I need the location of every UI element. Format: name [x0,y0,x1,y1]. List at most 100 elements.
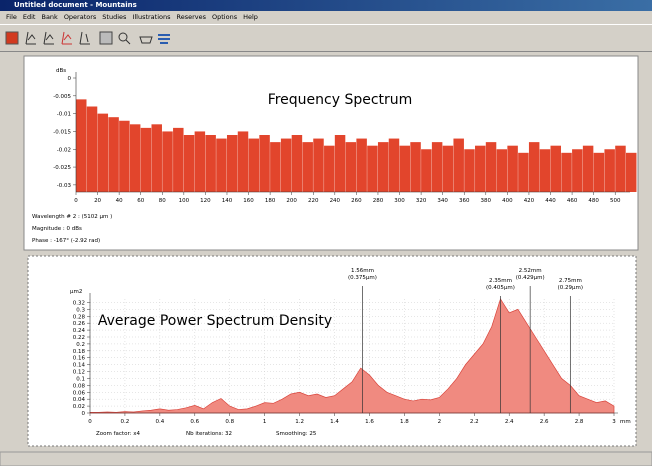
menu-item[interactable]: Operators [63,13,97,21]
y-tick-label: -0.005 [53,94,71,100]
annotation-label: 2.35mm [489,278,512,284]
x-tick-label: 0 [74,198,78,204]
menu-item[interactable]: Edit [22,13,36,21]
title-bar: Untitled document - Mountains [0,0,652,11]
menu-item[interactable]: Bank [41,13,58,21]
y-tick-label: 0.22 [73,335,85,341]
tool-icon[interactable] [99,31,113,45]
bar [388,138,400,192]
footer-text: Zoom factor: x4 [96,431,140,437]
chart-title: Frequency Spectrum [268,92,413,108]
bar [259,135,270,192]
bar [356,138,367,192]
x-tick-label: 0.6 [190,419,199,425]
x-tick-label: 400 [502,198,513,204]
x-tick-label: 2.8 [575,419,584,425]
toolbar-icons [5,31,170,45]
bar [205,135,216,192]
y-tick-label: 0 [82,411,86,417]
y-tick-label: 0.26 [73,321,86,327]
tool-icon[interactable] [158,34,170,44]
menu-item[interactable]: File [6,13,17,21]
bar [291,135,303,192]
bar [129,124,141,192]
y-tick-label: 0.12 [73,370,85,376]
x-tick-label: 0.2 [121,419,130,425]
bar [421,149,432,192]
x-tick-label: 1 [263,419,267,425]
bar [345,142,357,192]
bar [475,145,486,192]
bar [604,149,615,192]
bar [377,142,389,192]
tool-icon[interactable] [118,32,128,42]
bar [367,145,378,192]
tool-icon[interactable] [79,31,90,45]
menu-item[interactable]: Reserves [176,13,207,21]
bar [431,142,443,192]
x-tick-label: 200 [286,198,297,204]
bar [399,145,411,192]
x-tick-label: 2.4 [505,419,514,425]
y-tick-label: 0.28 [73,314,86,320]
info-text: Wavelength # 2 : (5102 µm ) [32,214,112,220]
bar [108,117,119,192]
footer-text: Nb iterations: 32 [186,431,232,437]
annotation-sublabel: (0.405µm) [486,285,515,291]
x-tick-label: 420 [524,198,535,204]
menu-item[interactable]: Help [243,13,258,21]
tool-icon[interactable] [25,31,36,45]
annotation-label: 2.52mm [519,268,542,274]
bar [572,149,583,192]
bar [464,149,475,192]
y-tick-label: 0.02 [73,404,85,410]
bar [86,106,98,192]
x-axis-label: mm [620,419,631,425]
y-tick-label: -0.015 [53,129,71,135]
x-tick-label: 460 [567,198,578,204]
menu-item[interactable]: Options [212,13,238,21]
tool-icon[interactable] [5,31,19,45]
tool-icon[interactable] [61,31,72,45]
bar [313,138,324,192]
x-tick-label: 20 [94,198,101,204]
bar [151,124,162,192]
bar [453,138,464,192]
bar [561,152,572,192]
bar [539,149,551,192]
x-tick-label: 0 [88,419,92,425]
info-text: Phase : -167° (-2.92 rad) [32,238,100,244]
x-tick-label: 1.4 [330,419,339,425]
x-tick-label: 2.2 [470,419,479,425]
y-tick-label: 0.14 [73,363,86,369]
y-tick-label: 0.24 [73,328,86,334]
info-text: Magnitude : 0 dBs [32,226,82,232]
menu-item[interactable]: Illustrations [132,13,171,21]
menu-bar: File Edit Bank Operators Studies Illustration… [0,11,652,23]
bar [194,131,206,192]
bar [162,131,173,192]
bar [248,138,260,192]
x-tick-label: 340 [437,198,448,204]
x-tick-label: 0.4 [155,419,164,425]
x-tick-label: 500 [610,198,621,204]
bar [582,145,594,192]
x-tick-label: 100 [179,198,190,204]
y-tick-label: -0.03 [57,183,72,189]
bar [226,135,238,192]
bar [324,145,335,192]
x-tick-label: 0.8 [225,419,234,425]
bar [496,149,508,192]
x-tick-label: 360 [459,198,470,204]
x-tick-label: 300 [394,198,405,204]
tool-icon[interactable] [125,39,131,45]
y-tick-label: 0.2 [76,342,85,348]
x-tick-label: 280 [373,198,384,204]
tool-icon[interactable] [43,31,54,45]
bar [270,142,281,192]
y-tick-label: 0.18 [73,349,86,355]
tool-icon[interactable] [139,36,153,44]
menu-item[interactable]: Studies [102,13,127,21]
x-tick-label: 2.6 [540,419,549,425]
